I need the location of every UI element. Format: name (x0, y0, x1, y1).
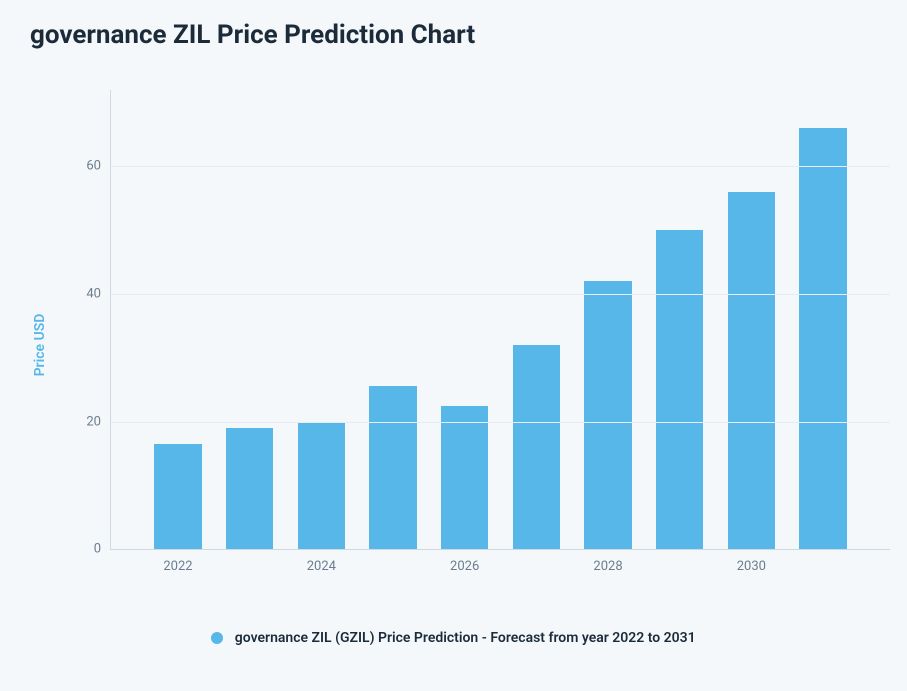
gridline (111, 166, 890, 167)
bar (656, 230, 703, 549)
y-axis-label: Price USD (32, 314, 48, 377)
bar (584, 281, 631, 549)
x-tick-label: 2024 (307, 549, 336, 574)
bar-slot (644, 90, 716, 549)
gridline (111, 294, 890, 295)
page-title: governance ZIL Price Prediction Chart (30, 20, 877, 50)
y-tick-label: 60 (86, 159, 111, 174)
bar-slot (357, 90, 429, 549)
y-tick-label: 20 (86, 414, 111, 429)
bar (369, 386, 416, 549)
bars-container: 2022 2024 2026 2028 2030 (142, 90, 859, 549)
y-tick-label: 40 (86, 287, 111, 302)
chart-legend: governance ZIL (GZIL) Price Prediction -… (30, 630, 877, 646)
plot-area: 20222024202620282030 0204060 (110, 90, 890, 550)
gridline (111, 422, 890, 423)
bar (728, 192, 775, 549)
bar-slot: 2028 (572, 90, 644, 549)
price-chart: Price USD 20222024202620282030 0204060 (50, 80, 900, 610)
bar (513, 345, 560, 549)
bar-slot (787, 90, 859, 549)
x-tick-label: 2022 (163, 549, 192, 574)
bar-slot: 2026 (429, 90, 501, 549)
bar-slot: 2024 (286, 90, 358, 549)
x-tick-label: 2030 (737, 549, 766, 574)
bar (799, 128, 846, 549)
x-tick-label: 2026 (450, 549, 479, 574)
x-tick-label: 2028 (593, 549, 622, 574)
bar-slot: 2030 (716, 90, 788, 549)
bar (441, 406, 488, 549)
y-tick-label: 0 (94, 542, 111, 557)
legend-marker-icon (211, 632, 223, 644)
bar-slot (214, 90, 286, 549)
bar (298, 422, 345, 550)
bar (154, 444, 201, 549)
legend-text: governance ZIL (GZIL) Price Prediction -… (235, 630, 696, 646)
bar-slot: 2022 (142, 90, 214, 549)
bar-slot (501, 90, 573, 549)
bar (226, 428, 273, 549)
